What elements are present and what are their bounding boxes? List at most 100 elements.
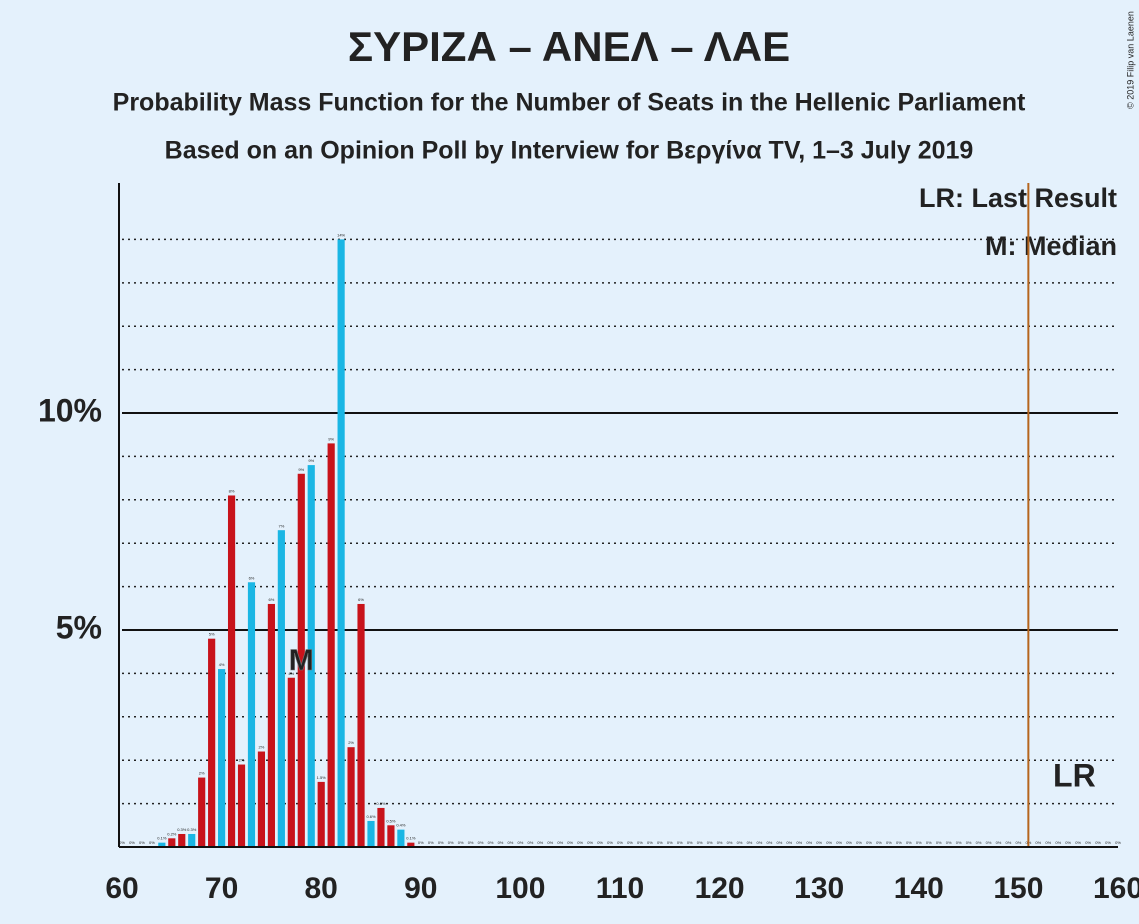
value-label: 0%	[836, 840, 842, 845]
bar	[208, 638, 216, 847]
value-label: 0%	[727, 840, 733, 845]
value-label: 2%	[259, 745, 265, 750]
value-label: 1.5%	[317, 775, 327, 780]
chart-title: ΣΥΡΙΖΑ – ΑΝΕΛ – ΛΑΕ	[348, 23, 790, 70]
value-label: 0%	[996, 840, 1002, 845]
bar	[317, 781, 325, 847]
value-label: 0%	[478, 840, 484, 845]
value-label: 6%	[249, 575, 255, 580]
value-label: 0%	[567, 840, 573, 845]
value-label: 0%	[856, 840, 862, 845]
value-label: 0%	[527, 840, 533, 845]
value-label: 0%	[776, 840, 782, 845]
value-label: 0%	[796, 840, 802, 845]
value-label: 0%	[597, 840, 603, 845]
value-label: 0%	[667, 840, 673, 845]
value-label: 0%	[498, 840, 504, 845]
value-label: 0.5%	[386, 818, 396, 823]
bar	[377, 807, 385, 847]
value-label: 9%	[298, 467, 304, 472]
value-label: 0%	[966, 840, 972, 845]
value-label: 0%	[956, 840, 962, 845]
value-label: 0%	[896, 840, 902, 845]
value-label: 0%	[906, 840, 912, 845]
value-label: 0%	[577, 840, 583, 845]
value-label: 2%	[199, 771, 205, 776]
value-label: 6%	[269, 597, 275, 602]
bar	[357, 603, 365, 847]
value-label: 0%	[537, 840, 543, 845]
value-label: 0%	[936, 840, 942, 845]
value-label: 0%	[946, 840, 952, 845]
value-label: 8%	[229, 489, 235, 494]
value-label: 0%	[557, 840, 563, 845]
x-tick-label: 120	[695, 872, 745, 905]
bar	[267, 603, 275, 847]
bar	[168, 838, 176, 847]
bar	[387, 825, 395, 847]
bar	[367, 820, 375, 847]
value-label: 0.6%	[366, 814, 376, 819]
value-label: 0.1%	[406, 836, 416, 841]
value-label: 0%	[1055, 840, 1061, 845]
value-label: 0%	[806, 840, 812, 845]
value-label: 0%	[1035, 840, 1041, 845]
bar	[237, 764, 246, 847]
bar	[188, 833, 196, 847]
bar	[347, 747, 355, 847]
value-label: 0%	[717, 840, 723, 845]
value-label: 0%	[1095, 840, 1101, 845]
x-tick-label: 80	[305, 872, 338, 905]
value-label: 0%	[468, 840, 474, 845]
subtitle: Based on an Opinion Poll by Interview fo…	[165, 137, 974, 165]
bar	[327, 443, 335, 847]
y-tick-label: 5%	[56, 609, 102, 645]
value-label: 0%	[737, 840, 743, 845]
value-label: 0%	[916, 840, 922, 845]
value-label: 5%	[209, 632, 215, 637]
value-label: 0%	[119, 840, 125, 845]
value-label: 0.9%	[376, 801, 386, 806]
value-label: 0.3%	[187, 827, 197, 832]
value-label: 14%	[337, 232, 345, 237]
value-label: 0%	[488, 840, 494, 845]
value-label: 0%	[677, 840, 683, 845]
value-label: 0%	[1065, 840, 1071, 845]
x-tick-label: 70	[205, 872, 238, 905]
value-label: 0%	[1006, 840, 1012, 845]
x-tick-label: 60	[105, 872, 138, 905]
value-label: 0.2%	[167, 831, 177, 836]
value-label: 2%	[239, 758, 245, 763]
value-label: 0%	[747, 840, 753, 845]
x-tick-label: 100	[495, 872, 545, 905]
value-label: 0%	[547, 840, 553, 845]
copyright: © 2019 Filip van Laenen	[1125, 11, 1135, 109]
value-label: 0%	[129, 840, 135, 845]
value-label: 0%	[508, 840, 514, 845]
value-label: 0.1%	[157, 836, 167, 841]
bar	[307, 465, 315, 847]
x-tick-label: 150	[993, 872, 1043, 905]
bar	[287, 677, 295, 847]
value-label: 0%	[438, 840, 444, 845]
x-tick-label: 160	[1093, 872, 1139, 905]
legend-median: M: Median	[985, 231, 1117, 261]
value-label: 6%	[358, 597, 364, 602]
bar	[277, 530, 285, 847]
value-label: 0%	[1045, 840, 1051, 845]
value-label: 0%	[1085, 840, 1091, 845]
value-label: 0%	[846, 840, 852, 845]
value-label: 7%	[278, 523, 284, 528]
bar	[297, 473, 305, 847]
value-label: 0%	[518, 840, 524, 845]
bar	[247, 582, 256, 847]
x-tick-label: 90	[404, 872, 437, 905]
value-label: 0%	[926, 840, 932, 845]
value-label: 0%	[587, 840, 593, 845]
value-label: 2%	[348, 740, 354, 745]
bar	[158, 842, 166, 847]
value-label: 0.3%	[177, 827, 187, 832]
x-tick-label: 110	[596, 872, 644, 905]
value-label: 0%	[786, 840, 792, 845]
x-tick-label: 130	[794, 872, 844, 905]
